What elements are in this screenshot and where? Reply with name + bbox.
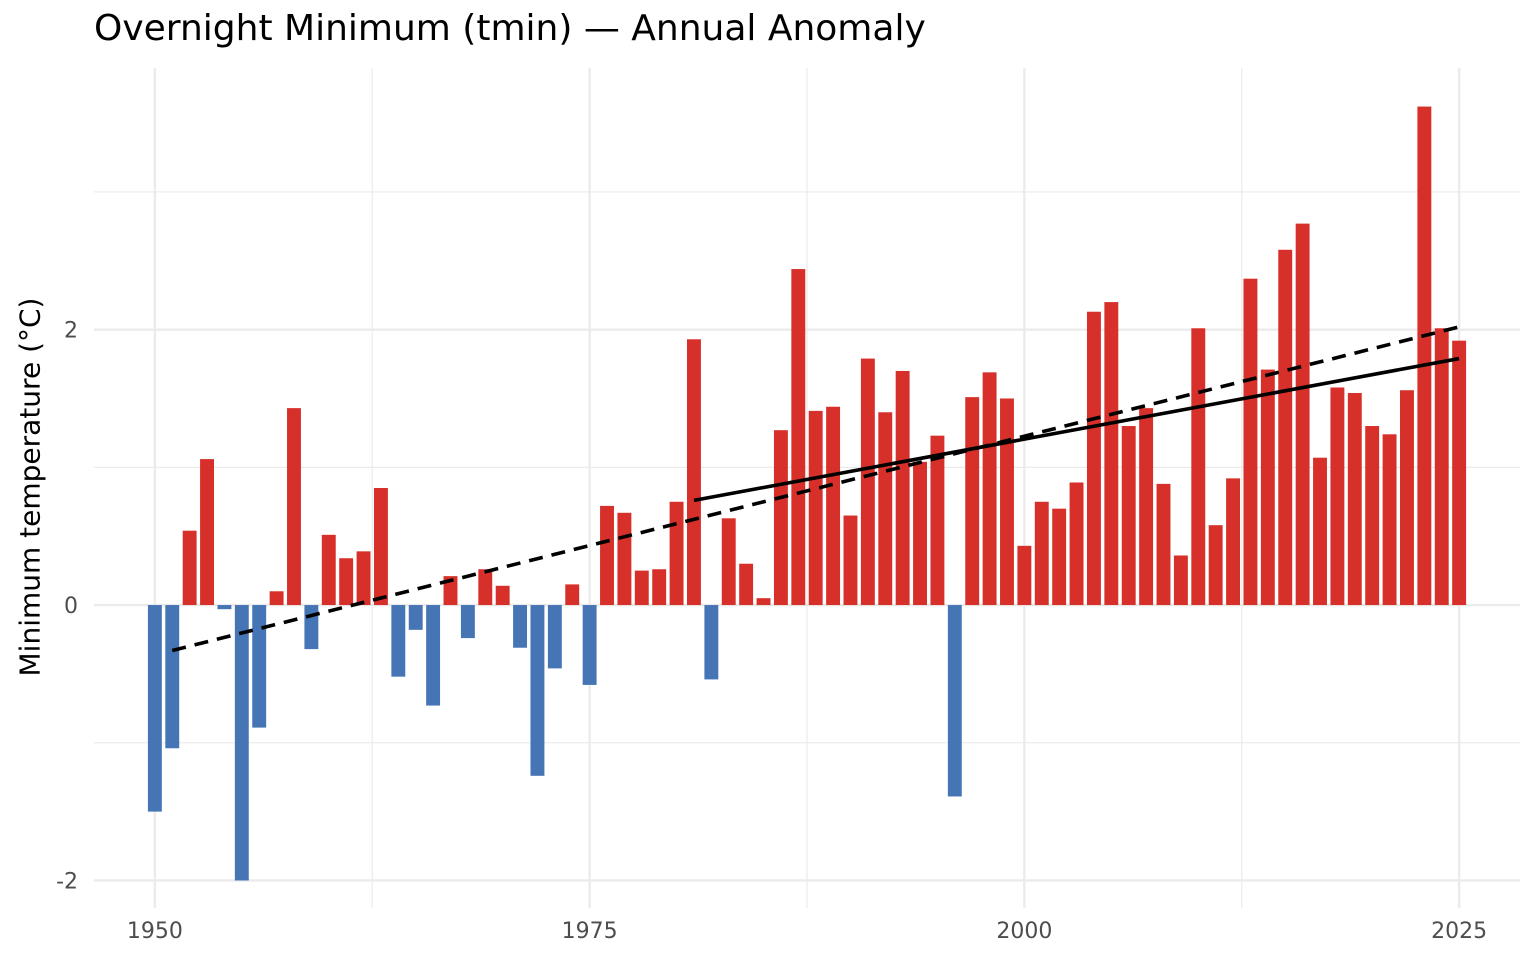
trend-lines (171, 325, 1460, 653)
y-tick-label: 0 (64, 594, 78, 619)
bar-1991 (860, 358, 875, 606)
bar-1965 (408, 605, 423, 630)
bar-1986 (773, 430, 788, 606)
bar-2007 (1139, 408, 1154, 606)
axis-ticks: 1950 1975 2000 2025 -2 0 2 (56, 319, 1487, 944)
bar-1962 (356, 551, 371, 606)
bar-1973 (547, 605, 562, 669)
bar-1989 (826, 406, 841, 606)
bar-1980 (669, 501, 684, 606)
bar-2011 (1208, 525, 1223, 606)
bar-1976 (600, 505, 614, 606)
x-tick-label: 2025 (1431, 919, 1487, 944)
chart-title: Overnight Minimum (tmin) — Annual Anomal… (94, 8, 926, 49)
y-tick-label: 2 (64, 319, 78, 344)
bar-1955 (234, 605, 249, 881)
bar-2022 (1400, 390, 1414, 606)
bar-2014 (1260, 369, 1275, 606)
bar-1979 (652, 569, 667, 606)
bar-2018 (1330, 387, 1345, 606)
bar-2020 (1365, 426, 1380, 606)
bar-2010 (1191, 328, 1206, 606)
bar-1963 (373, 488, 388, 606)
bar-1961 (339, 558, 354, 606)
bar-1975 (582, 605, 597, 685)
bar-1954 (217, 605, 232, 610)
bar-1992 (878, 412, 893, 606)
bar-1994 (913, 461, 927, 606)
bar-2013 (1243, 278, 1258, 606)
trend-line-solid (693, 356, 1460, 503)
bar-2015 (1278, 249, 1293, 606)
x-tick-label: 1975 (562, 919, 618, 944)
bar-1988 (808, 410, 823, 606)
bar-2021 (1382, 434, 1397, 606)
y-tick-label: -2 (56, 869, 78, 894)
bar-2016 (1295, 223, 1310, 606)
bar-1964 (391, 605, 406, 677)
bar-1968 (460, 605, 475, 639)
bar-1956 (252, 605, 267, 728)
bar-1982 (704, 605, 719, 680)
bar-1985 (756, 598, 771, 606)
bar-1999 (1000, 398, 1014, 606)
bar-1951 (165, 605, 180, 749)
bar-2006 (1121, 426, 1136, 606)
bar-1971 (513, 605, 528, 648)
bar-1952 (182, 530, 197, 606)
x-tick-label: 2000 (996, 919, 1052, 944)
bar-2002 (1052, 508, 1067, 606)
bar-1953 (200, 459, 214, 606)
bar-2000 (1017, 545, 1032, 606)
bars (147, 106, 1467, 881)
bar-1993 (895, 370, 910, 606)
bar-1959 (304, 605, 319, 650)
bar-1995 (930, 435, 945, 606)
bar-1981 (687, 339, 701, 606)
bar-1969 (478, 569, 493, 606)
trend-line-dashed (171, 325, 1460, 653)
bar-2017 (1313, 457, 1327, 606)
bar-2019 (1347, 392, 1362, 606)
bar-1997 (965, 397, 980, 606)
bar-1950 (147, 605, 162, 812)
bar-1958 (287, 408, 301, 606)
bar-2023 (1417, 106, 1432, 606)
x-tick-label: 1950 (127, 919, 183, 944)
bar-1977 (617, 512, 632, 606)
bar-1972 (530, 605, 545, 776)
bar-1967 (443, 576, 458, 606)
bar-1984 (739, 563, 754, 606)
bar-1996 (947, 605, 962, 797)
bar-1970 (495, 585, 510, 606)
bar-1978 (634, 570, 649, 606)
bar-1966 (426, 605, 441, 706)
bar-2012 (1226, 478, 1241, 606)
bar-1987 (791, 269, 806, 606)
bar-2024 (1434, 328, 1449, 606)
bar-1957 (269, 591, 284, 606)
bar-2003 (1069, 482, 1084, 606)
bar-2004 (1086, 311, 1101, 606)
bar-1960 (321, 534, 336, 606)
bar-2009 (1173, 555, 1188, 606)
bar-1998 (982, 372, 997, 606)
bar-2025 (1452, 340, 1467, 606)
bar-1974 (565, 584, 580, 606)
bar-2001 (1034, 501, 1049, 606)
bar-2005 (1104, 302, 1119, 606)
bar-2008 (1156, 483, 1171, 606)
bar-1983 (721, 518, 736, 606)
bar-1990 (843, 515, 858, 606)
